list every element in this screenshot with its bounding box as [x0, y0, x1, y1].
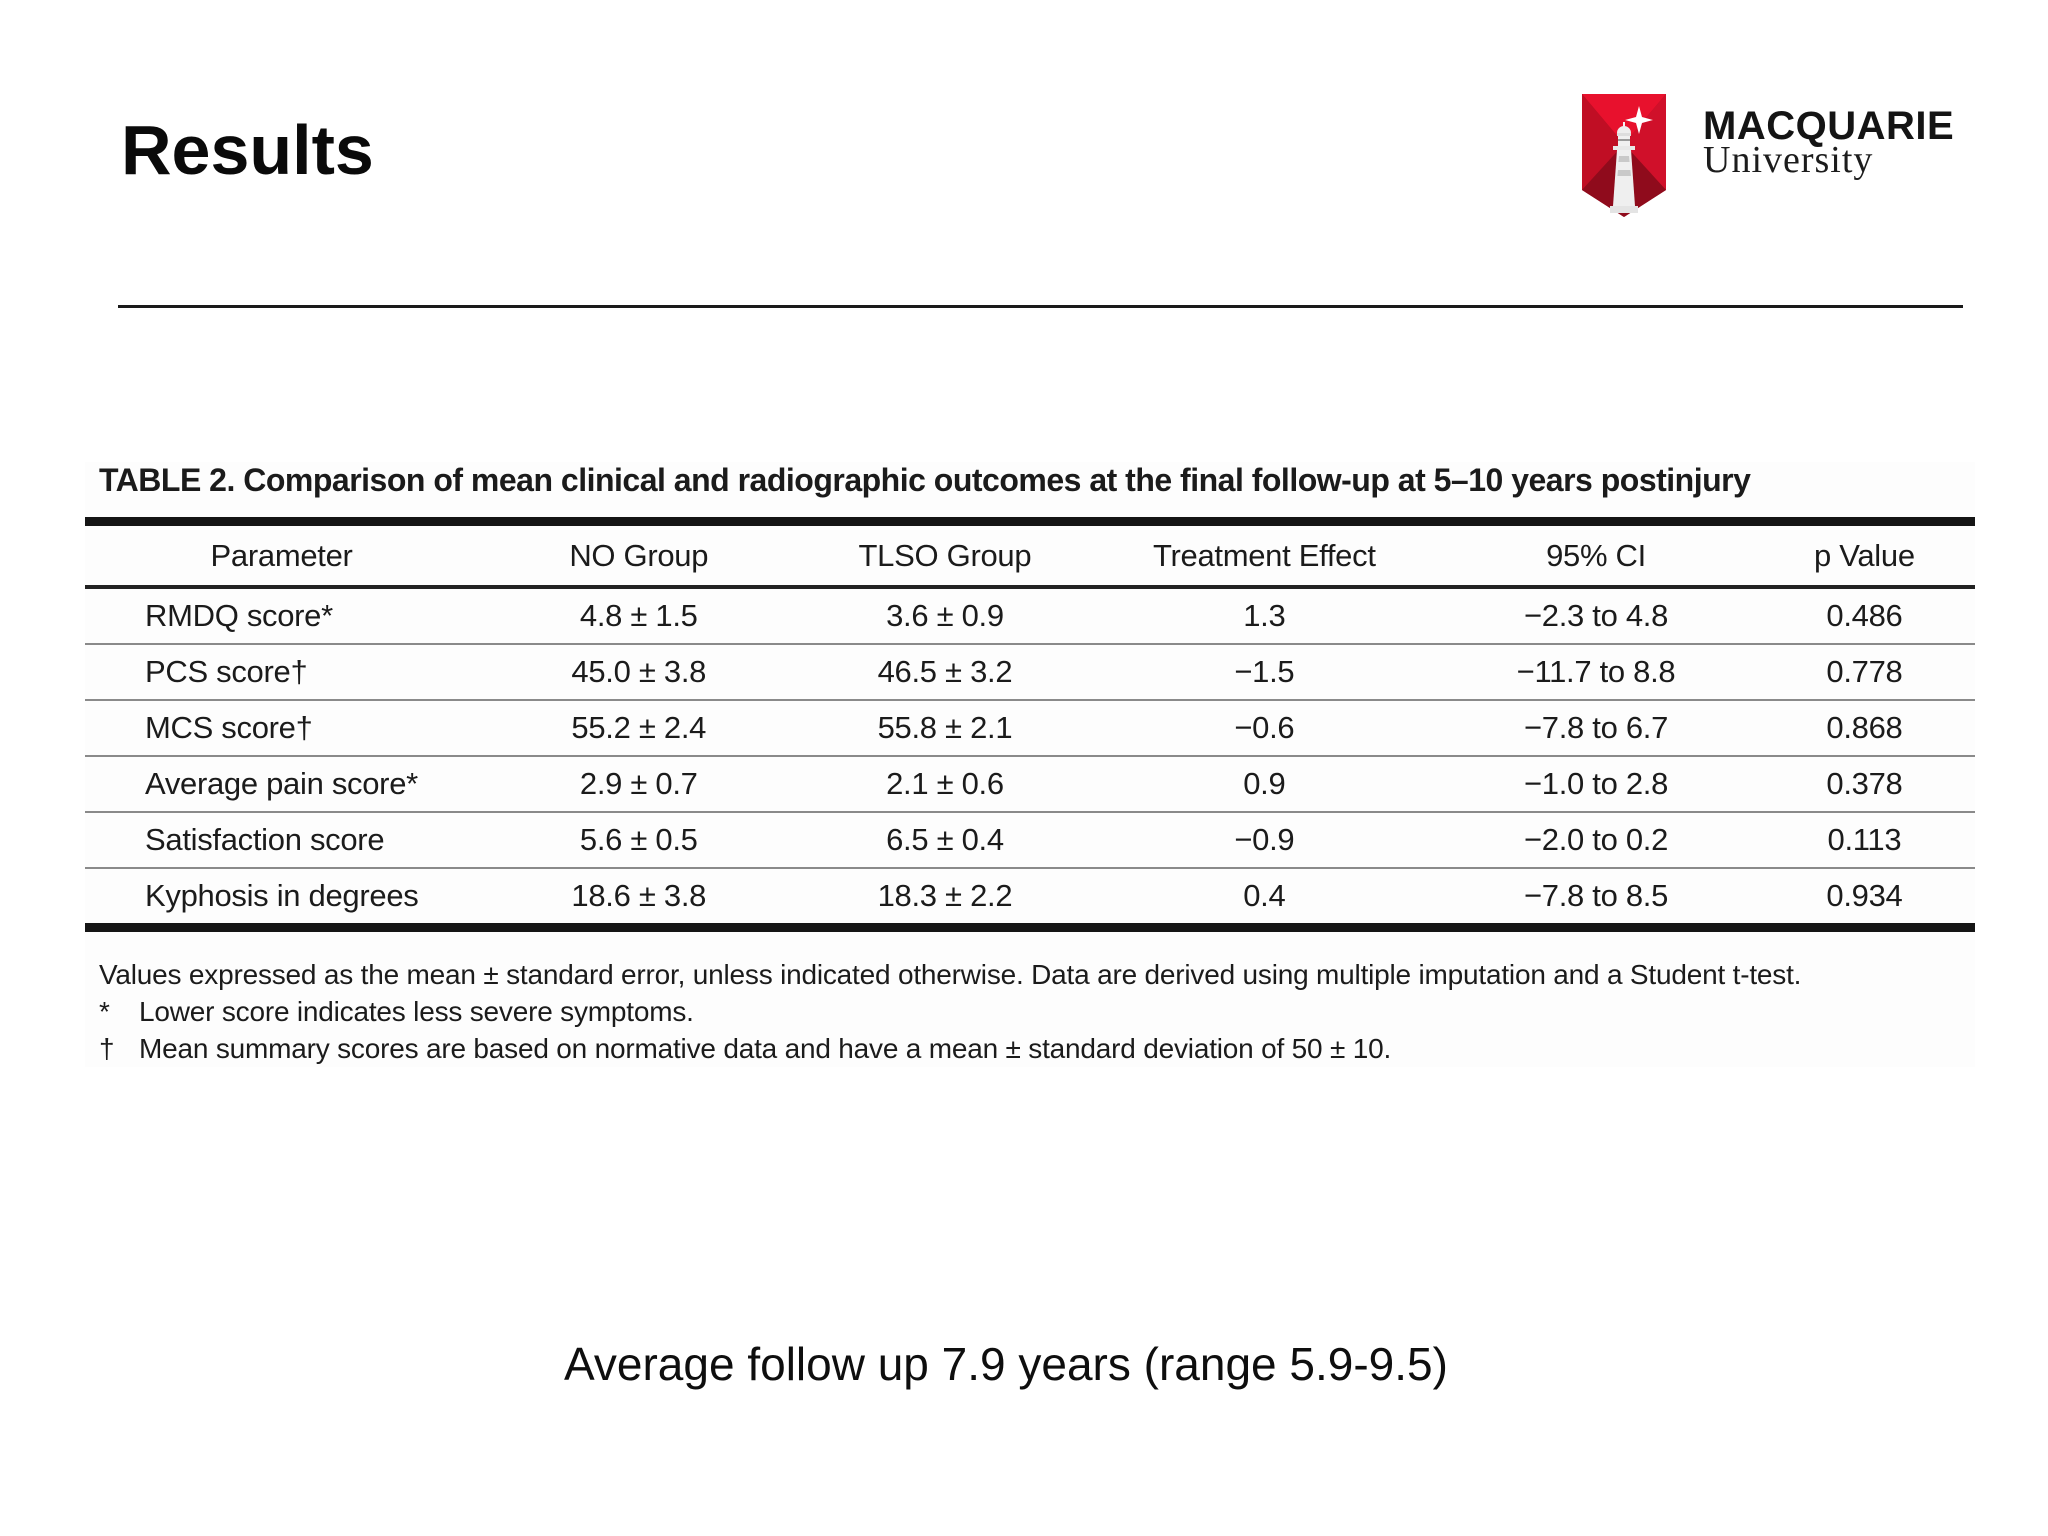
follow-up-note: Average follow up 7.9 years (range 5.9-9…	[564, 1338, 1448, 1390]
table-cell: RMDQ score*	[85, 587, 479, 645]
table-row: RMDQ score* 4.8 ± 1.5 3.6 ± 0.9 1.3 −2.3…	[85, 587, 1975, 645]
table-cell: −2.3 to 4.8	[1438, 587, 1754, 645]
column-header: NO Group	[478, 521, 800, 589]
logo-wordmark-sub: University	[1703, 139, 1874, 181]
table-row: PCS score† 45.0 ± 3.8 46.5 ± 3.2 −1.5 −1…	[85, 644, 1975, 701]
logo-wordmark: MACQUARIE	[1703, 104, 1955, 148]
table-cell: 2.1 ± 0.6	[799, 756, 1091, 813]
table-cell: Kyphosis in degrees	[145, 878, 419, 913]
column-header: p Value	[1753, 521, 1975, 589]
table-cell: 18.3 ± 2.2	[877, 878, 1013, 913]
footnote-text: Values expressed as the mean ± standard …	[99, 959, 1802, 990]
table-row: Satisfaction score 5.6 ± 0.5 6.5 ± 0.4 −…	[85, 812, 1975, 869]
table-cell: 0.113	[1753, 812, 1975, 869]
table-cell: 55.8 ± 2.1	[799, 700, 1091, 757]
table-cell: Satisfaction score	[85, 812, 479, 869]
footnote-text: Mean summary scores are based on normati…	[139, 1033, 1392, 1064]
page-title: Results	[121, 111, 374, 189]
table-cell: Average pain score*	[85, 756, 479, 813]
table-cell: −11.7 to 8.8	[1438, 644, 1754, 701]
table-caption: TABLE 2. Comparison of mean clinical and…	[99, 462, 1751, 498]
column-header: Parameter	[85, 521, 479, 589]
table-cell: 0.868	[1753, 700, 1975, 757]
table-cell: −1.0 to 2.8	[1438, 756, 1754, 813]
table-cell: −7.8 to 8.5	[1523, 878, 1669, 913]
footnote-marker: *	[99, 996, 110, 1027]
table-cell: 0.778	[1753, 644, 1975, 701]
table-row: Average pain score* 2.9 ± 0.7 2.1 ± 0.6 …	[85, 756, 1975, 813]
table-footnote: Values expressed as the mean ± standard …	[99, 956, 1975, 993]
title-divider	[118, 305, 1963, 308]
column-header: TLSO Group	[799, 521, 1091, 589]
table-cell: −1.5	[1090, 644, 1439, 701]
macquarie-shield-icon	[1582, 94, 1666, 218]
table-footnotes: Values expressed as the mean ± standard …	[85, 956, 1975, 1067]
table-cell: 6.5 ± 0.4	[799, 812, 1091, 869]
table-cell: −0.6	[1090, 700, 1439, 757]
table-cell: 5.6 ± 0.5	[478, 812, 800, 869]
table-cell: 2.9 ± 0.7	[478, 756, 800, 813]
footnote-text: Lower score indicates less severe sympto…	[139, 996, 694, 1027]
header-row: Parameter NO Group TLSO Group Treatment …	[85, 521, 1975, 589]
table-row: Kyphosis in degrees 18.6 ± 3.8 18.3 ± 2.…	[85, 868, 1975, 928]
table-cell: 0.9	[1090, 756, 1439, 813]
column-header: 95% CI	[1438, 521, 1754, 589]
table-cell: −0.9	[1090, 812, 1439, 869]
table-cell: 0.4	[1243, 878, 1286, 913]
table-footnote: † Mean summary scores are based on norma…	[99, 1030, 1975, 1067]
table-footnote: * Lower score indicates less severe symp…	[99, 993, 1975, 1030]
table-cell: 46.5 ± 3.2	[799, 644, 1091, 701]
table-cell: 4.8 ± 1.5	[478, 587, 800, 645]
table-cell: 0.486	[1753, 587, 1975, 645]
table-cell: MCS score†	[85, 700, 479, 757]
table-row: MCS score† 55.2 ± 2.4 55.8 ± 2.1 −0.6 −7…	[85, 700, 1975, 757]
table-cell: −2.0 to 0.2	[1438, 812, 1754, 869]
table-cell: 0.378	[1753, 756, 1975, 813]
table-cell: 3.6 ± 0.9	[799, 587, 1091, 645]
footnote-marker: †	[99, 1033, 115, 1064]
outcomes-table: Parameter NO Group TLSO Group Treatment …	[85, 517, 1975, 932]
outcomes-table-figure: TABLE 2. Comparison of mean clinical and…	[85, 462, 1975, 1067]
table-cell: 18.6 ± 3.8	[571, 878, 707, 913]
table-cell: 0.934	[1826, 878, 1903, 913]
column-header: Treatment Effect	[1090, 521, 1439, 589]
table-cell: PCS score†	[85, 644, 479, 701]
table-cell: 45.0 ± 3.8	[478, 644, 800, 701]
table-cell: 1.3	[1090, 587, 1439, 645]
table-cell: 55.2 ± 2.4	[478, 700, 800, 757]
table-cell: −7.8 to 6.7	[1438, 700, 1754, 757]
